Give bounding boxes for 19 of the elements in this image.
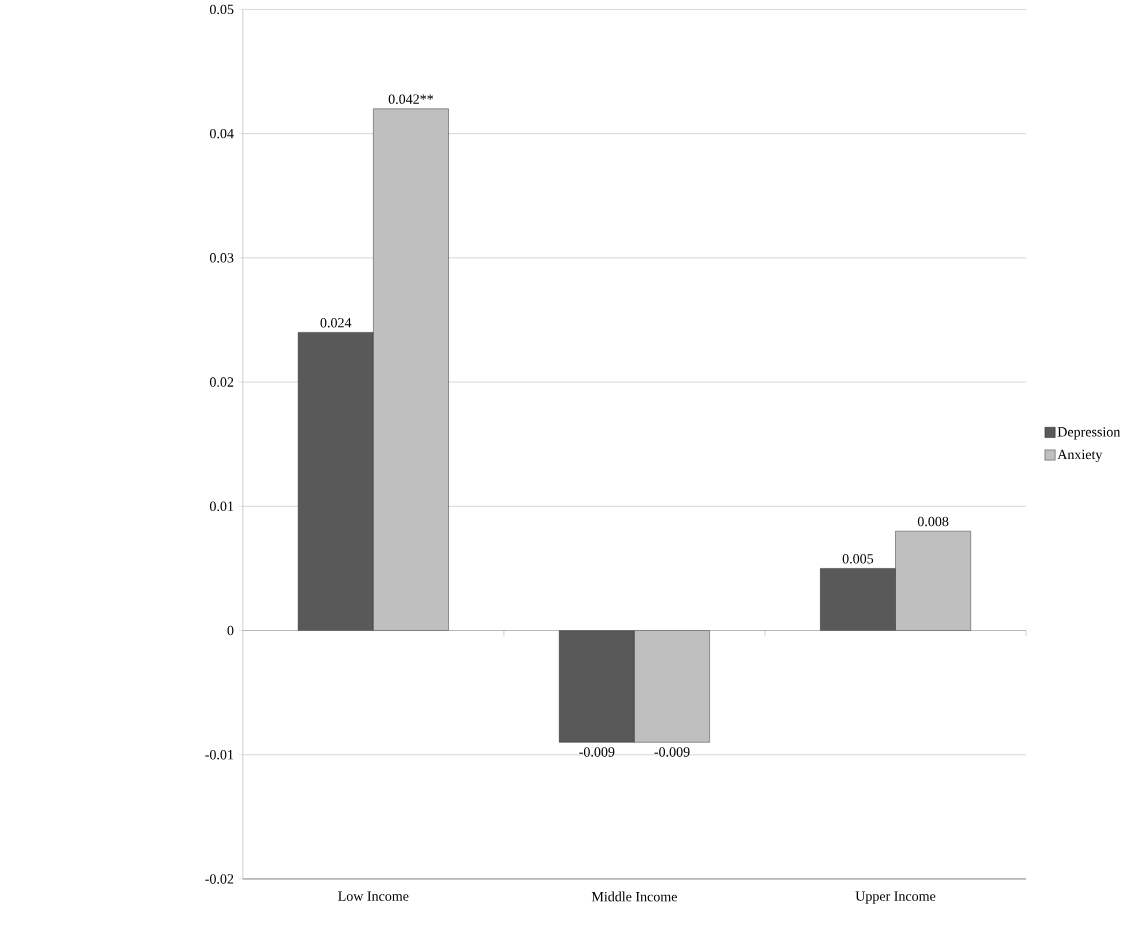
data-label: 0.042**: [388, 94, 434, 104]
y-tick-label: -0.01: [205, 749, 234, 760]
y-tick-label: 0.02: [209, 377, 234, 387]
data-label: -0.009: [579, 747, 615, 757]
y-tick-label: 0.04: [209, 128, 234, 139]
y-tick-label: 0: [227, 625, 234, 636]
x-tick-label: Low Income: [338, 891, 409, 901]
legend-label: Depression: [1057, 427, 1121, 440]
x-tick-label: Middle Income: [591, 891, 677, 902]
y-tick-label: 0.01: [209, 501, 234, 511]
y-tick-label: 0.03: [209, 252, 234, 263]
legend-label: Anxiety: [1057, 449, 1103, 462]
y-tick-label: -0.02: [205, 874, 234, 884]
data-label: 0.024: [320, 317, 352, 328]
data-label: 0.005: [842, 553, 874, 564]
y-tick-label: 0.05: [209, 4, 234, 15]
x-tick-label: Upper Income: [855, 891, 936, 904]
data-label: 0.008: [917, 516, 949, 527]
data-label: -0.009: [654, 747, 690, 757]
